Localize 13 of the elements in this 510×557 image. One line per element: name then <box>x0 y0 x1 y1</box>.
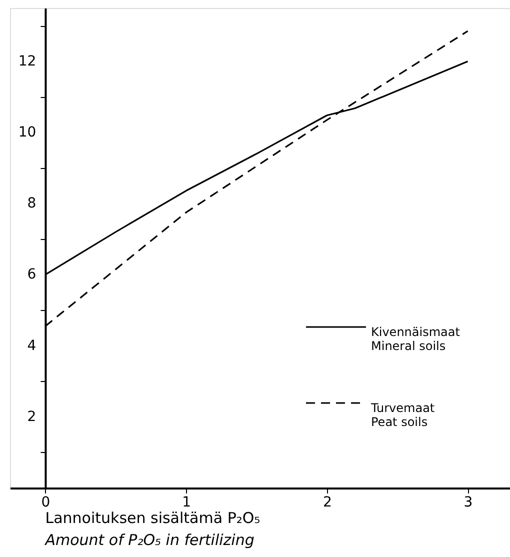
y-tick-label: 12 <box>18 53 36 70</box>
legend-label: Turvemaat Peat soils <box>370 401 435 429</box>
y-tick-label: 4 <box>27 338 36 354</box>
y-tick-label: 6 <box>27 266 36 283</box>
y-tick-label: 8 <box>27 196 36 212</box>
y-tick-label: 10 <box>18 124 36 140</box>
x-tick-label: 1 <box>182 494 192 510</box>
x-tick-label: 0 <box>41 494 50 510</box>
y-tick-label: 2 <box>27 408 36 425</box>
x-tick-label: 3 <box>464 494 473 510</box>
x-tick-label: 2 <box>322 494 332 510</box>
x-axis-title: Lannoituksen sisältämä P₂O₅ Amount of P₂O₅ in fertilizing <box>44 509 260 549</box>
legend-label: Kivennäismaat Mineral soils <box>371 325 460 353</box>
